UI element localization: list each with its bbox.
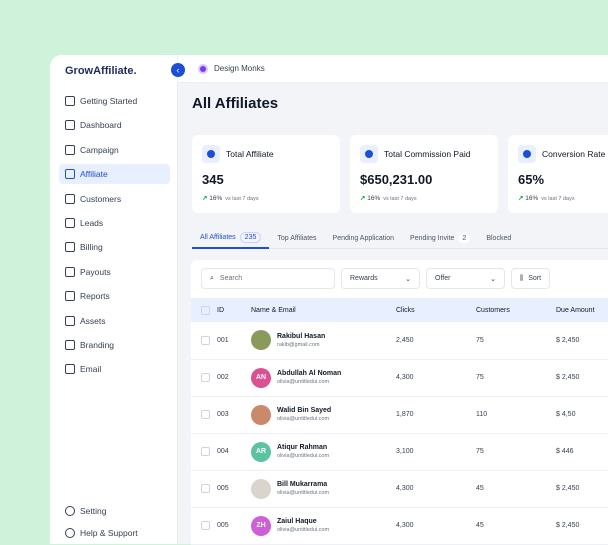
row-checkbox[interactable] [201, 373, 210, 382]
layers-icon [65, 315, 75, 326]
trend-up-icon: ↗ [360, 195, 366, 202]
logo: GrowAffiliate. [65, 65, 137, 77]
image-icon [65, 339, 75, 350]
grid-icon [65, 120, 75, 131]
sidebar-item-payouts[interactable]: Payouts [59, 262, 170, 282]
col-customers: Customers [476, 298, 556, 322]
app-window: GrowAffiliate. Getting Started Dashboard C… [50, 55, 608, 545]
sidebar-item-dashboard[interactable]: Dashboard [59, 115, 170, 135]
sidebar-bottom-nav: Setting Help & Support [59, 501, 170, 545]
search-icon: ⌕ [210, 274, 214, 282]
avatar [251, 330, 271, 351]
tab-pending-invite[interactable]: Pending Invite 2 [402, 227, 478, 249]
rocket-icon [65, 96, 75, 106]
stat-card: Total Commission Paid $650,231.00 ↗ 16% vs … [350, 135, 498, 213]
workspace-icon [198, 63, 208, 74]
page-title: All Affiliates [192, 95, 279, 112]
sidebar-item-campaign[interactable]: Campaign [59, 140, 170, 160]
table-row[interactable]: 002 AN Abdullah Al Noman olivia@untitledui.… [191, 359, 608, 397]
sidebar-item-affiliate[interactable]: Affiliate [59, 164, 170, 185]
sidebar-item-help-support[interactable]: Help & Support [59, 523, 170, 543]
select-all-checkbox[interactable] [201, 305, 210, 315]
user-icon [65, 169, 75, 180]
sidebar-item-reports[interactable]: Reports [59, 286, 170, 306]
stat-value: 65% [518, 172, 545, 187]
stat-icon [518, 145, 536, 163]
sidebar-item-getting-started[interactable]: Getting Started [59, 91, 170, 111]
workspace-name[interactable]: Design Monks [214, 64, 265, 73]
topbar: Design Monks [178, 55, 608, 83]
stat-card: Total Affiliate 345 ↗ 16% vs last 7 days [192, 135, 340, 213]
card-icon [65, 242, 75, 253]
col-clicks: Clicks [396, 298, 476, 322]
sidebar-item-assets[interactable]: Assets [59, 311, 170, 331]
award-icon [65, 144, 75, 155]
table-row[interactable]: 003 Walid Bin Sayed olivia@untitledui.com 1… [191, 396, 608, 434]
main: Design Monks All Affiliates Total Affili… [178, 55, 608, 545]
sliders-icon: ⫼ [520, 274, 524, 282]
tab-all-affiliates[interactable]: All Affiliates 235 [192, 227, 270, 249]
chevron-down-icon: ⌄ [405, 275, 411, 283]
stat-value: 345 [202, 172, 224, 187]
sidebar-nav: Getting Started Dashboard Campaign Affiliat… [59, 91, 170, 384]
trend-up-icon: ↗ [518, 195, 524, 202]
tabs: All Affiliates 235 Top Affiliates Pending A… [192, 227, 608, 249]
sidebar: GrowAffiliate. Getting Started Dashboard C… [50, 55, 178, 544]
col-id: ID [217, 298, 251, 322]
stat-icon [360, 145, 378, 163]
tab-pending-application[interactable]: Pending Application [332, 234, 395, 242]
row-checkbox[interactable] [201, 335, 210, 345]
gear-icon [65, 506, 75, 516]
tab-count-badge: 235 [239, 231, 262, 243]
avatar: AN [251, 367, 271, 388]
collapse-sidebar-button[interactable]: ‹ [171, 63, 185, 77]
chevron-down-icon: ⌄ [490, 275, 496, 283]
table-row[interactable]: 005 ZH Zaiul Haque olivia@untitledui.com 4,3… [191, 507, 608, 545]
table-row[interactable]: 001 Rakibul Hasan rakib@gmail.com 2,450 75 $ … [191, 322, 608, 360]
col-name: Name & Email [251, 298, 396, 322]
sidebar-item-branding[interactable]: Branding [59, 335, 170, 355]
tab-count-badge: 2 [458, 233, 471, 243]
users-icon [65, 193, 75, 204]
sidebar-item-customers[interactable]: Customers [59, 189, 170, 209]
help-icon [65, 528, 75, 538]
wallet-icon [65, 266, 75, 277]
people-icon [65, 217, 75, 228]
rewards-dropdown[interactable]: Rewards ⌄ [341, 268, 420, 289]
affiliates-table: ID Name & Email Clicks Customers Due Amo… [191, 298, 608, 545]
row-checkbox[interactable] [201, 484, 210, 493]
stat-card: Conversion Rate 65% ↗ 16% vs last 7 days [508, 135, 608, 213]
row-checkbox[interactable] [201, 410, 210, 419]
row-checkbox[interactable] [201, 521, 210, 530]
mail-icon [65, 364, 75, 375]
sort-button[interactable]: ⫼ Sort [511, 268, 551, 289]
tab-top-affiliates[interactable]: Top Affiliates [277, 234, 317, 242]
sidebar-item-leads[interactable]: Leads [59, 213, 170, 233]
sidebar-item-email[interactable]: Email [59, 359, 170, 379]
row-checkbox[interactable] [201, 447, 210, 456]
avatar: AR [251, 441, 271, 462]
table-row[interactable]: 004 AR Atiqur Rahman olivia@untitledui.com 3… [191, 433, 608, 471]
sidebar-item-setting[interactable]: Setting [59, 501, 170, 521]
table-row[interactable]: 005 Bill Mukarrama olivia@untitledui.com 4,… [191, 470, 608, 508]
chart-icon [65, 291, 75, 302]
avatar: ZH [251, 515, 271, 536]
search-input[interactable]: ⌕ Search [201, 268, 335, 289]
stat-value: $650,231.00 [360, 172, 433, 187]
trend-up-icon: ↗ [202, 195, 208, 202]
avatar [251, 404, 271, 425]
stat-icon [202, 145, 220, 163]
avatar [251, 478, 271, 499]
offer-dropdown[interactable]: Offer ⌄ [426, 268, 505, 289]
tab-blocked[interactable]: Blocked [486, 234, 512, 242]
col-due: Due Amount [556, 298, 608, 322]
affiliates-panel: ⌕ Search Rewards ⌄ Offer ⌄ ⫼ Sort ID Name & … [191, 260, 608, 545]
sidebar-item-billing[interactable]: Billing [59, 237, 170, 257]
